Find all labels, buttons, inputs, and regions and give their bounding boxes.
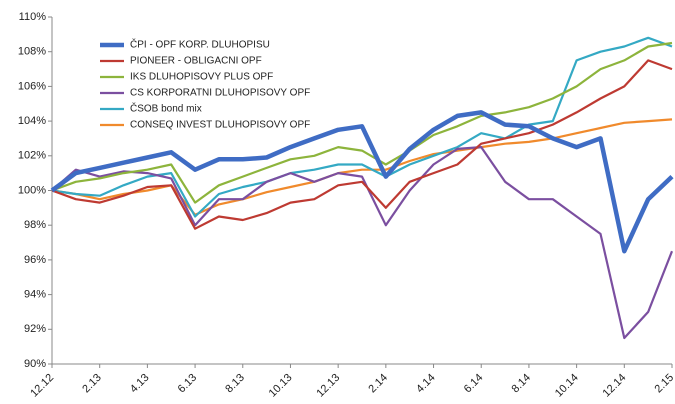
x-tick-label: 6.13 [176,372,200,396]
x-tick-label: 12.14 [601,372,629,400]
x-tick-label: 2.14 [366,372,390,396]
y-tick-label: 100% [18,184,46,196]
line-series [50,110,674,254]
x-tick-label: 2.13 [80,372,104,396]
x-tick-label: 6.14 [462,372,486,396]
x-tick-label: 8.14 [509,372,533,396]
y-tick-label: 92% [24,323,46,335]
x-tick-label: 10.13 [267,372,295,400]
y-tick-label: 102% [18,150,46,162]
x-tick-label: 4.14 [414,372,438,396]
legend-label: PIONEER - OBLIGACNI OPF [130,56,262,67]
legend-label: ČPI - OPF KORP. DLUHOPISU [130,38,270,51]
y-tick-label: 110% [19,11,47,23]
x-tick-label: 12.12 [28,372,56,400]
x-tick-label: 12.13 [314,372,342,400]
legend-label: ČSOB bond mix [130,102,202,115]
line-series [51,118,673,216]
legend-label: CONSEQ INVEST DLUHOPISOVY OPF [130,120,310,131]
legend-label: IKS DLUHOPISOVY PLUS OPF [130,72,273,83]
y-tick-label: 106% [18,80,46,92]
x-tick-label: 8.13 [223,372,247,396]
legend: ČPI - OPF KORP. DLUHOPISU PIONEER - OBLIG… [100,38,310,131]
y-tick-label: 94% [24,289,46,301]
y-tick-label: 108% [18,46,46,58]
x-tick-label: 4.13 [128,372,152,396]
x-tick-label: 10.14 [553,372,581,400]
legend-label: CS KORPORATNI DLUHOPISOVY OPF [130,88,310,99]
y-tick-label: 104% [18,115,46,127]
line-series [51,146,674,340]
line-series [51,59,673,230]
y-tick-label: 98% [24,219,46,231]
line-series [51,41,673,204]
y-tick-label: 90% [24,358,46,370]
x-tick-label: 2.15 [653,372,675,396]
y-tick-label: 96% [24,254,46,266]
